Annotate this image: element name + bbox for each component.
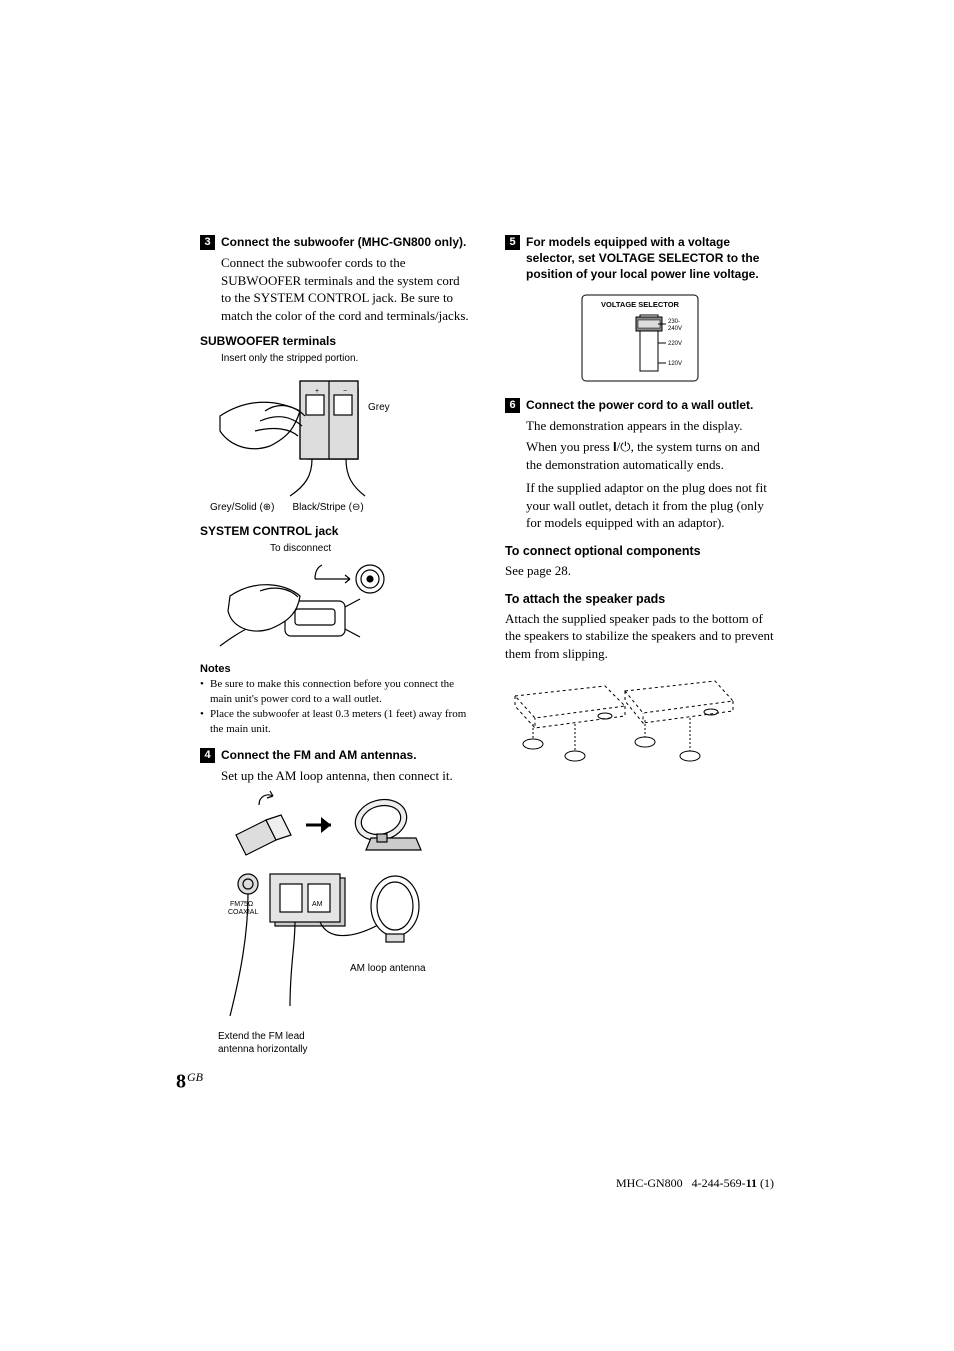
step-4-title: Connect the FM and AM antennas.	[221, 747, 417, 763]
antenna-connection-illustration: FM75Ω COAXIAL AM AM loop antenna	[200, 866, 469, 1026]
left-column: 3 Connect the subwoofer (MHC-GN800 only)…	[200, 230, 469, 1056]
coaxial-label: COAXIAL	[228, 909, 258, 916]
optional-components-heading: To connect optional components	[505, 544, 774, 558]
svg-text:−: −	[343, 388, 347, 395]
step-6-body2: When you press I/⏻, the system turns on …	[526, 438, 774, 473]
fm75-label: FM75Ω	[230, 901, 253, 908]
step-5-title: For models equipped with a voltage selec…	[526, 234, 774, 283]
step-5: 5 For models equipped with a voltage sel…	[505, 234, 774, 283]
svg-text:+: +	[315, 388, 319, 395]
disconnect-caption: To disconnect	[270, 542, 469, 555]
step-badge-3: 3	[200, 235, 215, 250]
grey-label: Grey	[368, 401, 390, 414]
power-icon: ⏻	[620, 439, 630, 454]
subwoofer-terminal-illustration: + − Grey	[200, 371, 469, 501]
system-control-illustration	[200, 561, 469, 653]
two-column-layout: 3 Connect the subwoofer (MHC-GN800 only)…	[200, 230, 774, 1056]
svg-text:240V: 240V	[668, 326, 682, 332]
step-4-body: Set up the AM loop antenna, then connect…	[221, 767, 469, 785]
am-terminal-label: AM	[312, 901, 323, 908]
optional-components-body: See page 28.	[505, 562, 774, 580]
vs-220: 220V	[668, 341, 682, 347]
speaker-pads-illustration	[505, 676, 774, 796]
notes-heading: Notes	[200, 663, 469, 675]
speaker-pads-heading: To attach the speaker pads	[505, 592, 774, 606]
voltage-selector-title: VOLTAGE SELECTOR	[601, 300, 680, 309]
svg-text:230-: 230-	[668, 319, 680, 325]
voltage-selector-illustration: VOLTAGE SELECTOR 230- 240V 220V 120V	[580, 293, 700, 383]
grey-solid-label: Grey/Solid (⊕)	[210, 501, 275, 514]
step-3-body: Connect the subwoofer cords to the SUBWO…	[221, 254, 469, 324]
page-number: 8GB	[176, 1070, 203, 1093]
step-3-title: Connect the subwoofer (MHC-GN800 only).	[221, 234, 466, 250]
step-6-body3: If the supplied adaptor on the plug does…	[526, 479, 774, 532]
fm-extend-caption: Extend the FM lead antenna horizontally	[218, 1030, 338, 1056]
notes-list: Be sure to make this connection before y…	[200, 677, 469, 736]
step-badge-6: 6	[505, 398, 520, 413]
speaker-pads-body: Attach the supplied speaker pads to the …	[505, 610, 774, 663]
step-badge-4: 4	[200, 748, 215, 763]
subwoofer-terminals-heading: SUBWOOFER terminals	[200, 334, 469, 348]
black-stripe-label: Black/Stripe (⊖)	[293, 501, 364, 514]
right-column: 5 For models equipped with a voltage sel…	[505, 230, 774, 1056]
step-6-title: Connect the power cord to a wall outlet.	[526, 397, 753, 413]
step-6-body1: The demonstration appears in the display…	[526, 417, 774, 435]
insert-stripped-caption: Insert only the stripped portion.	[221, 352, 469, 365]
step-4: 4 Connect the FM and AM antennas.	[200, 747, 469, 763]
footer-doc-id: MHC-GN800 4-244-569-11 (1)	[616, 1176, 774, 1191]
note-item: Place the subwoofer at least 0.3 meters …	[200, 707, 469, 737]
am-loop-setup-illustration	[221, 790, 469, 860]
note-item: Be sure to make this connection before y…	[200, 677, 469, 707]
step-badge-5: 5	[505, 235, 520, 250]
step-6: 6 Connect the power cord to a wall outle…	[505, 397, 774, 413]
step-3: 3 Connect the subwoofer (MHC-GN800 only)…	[200, 234, 469, 250]
vs-120: 120V	[668, 361, 682, 367]
system-control-heading: SYSTEM CONTROL jack	[200, 524, 469, 538]
am-loop-caption: AM loop antenna	[350, 962, 426, 975]
